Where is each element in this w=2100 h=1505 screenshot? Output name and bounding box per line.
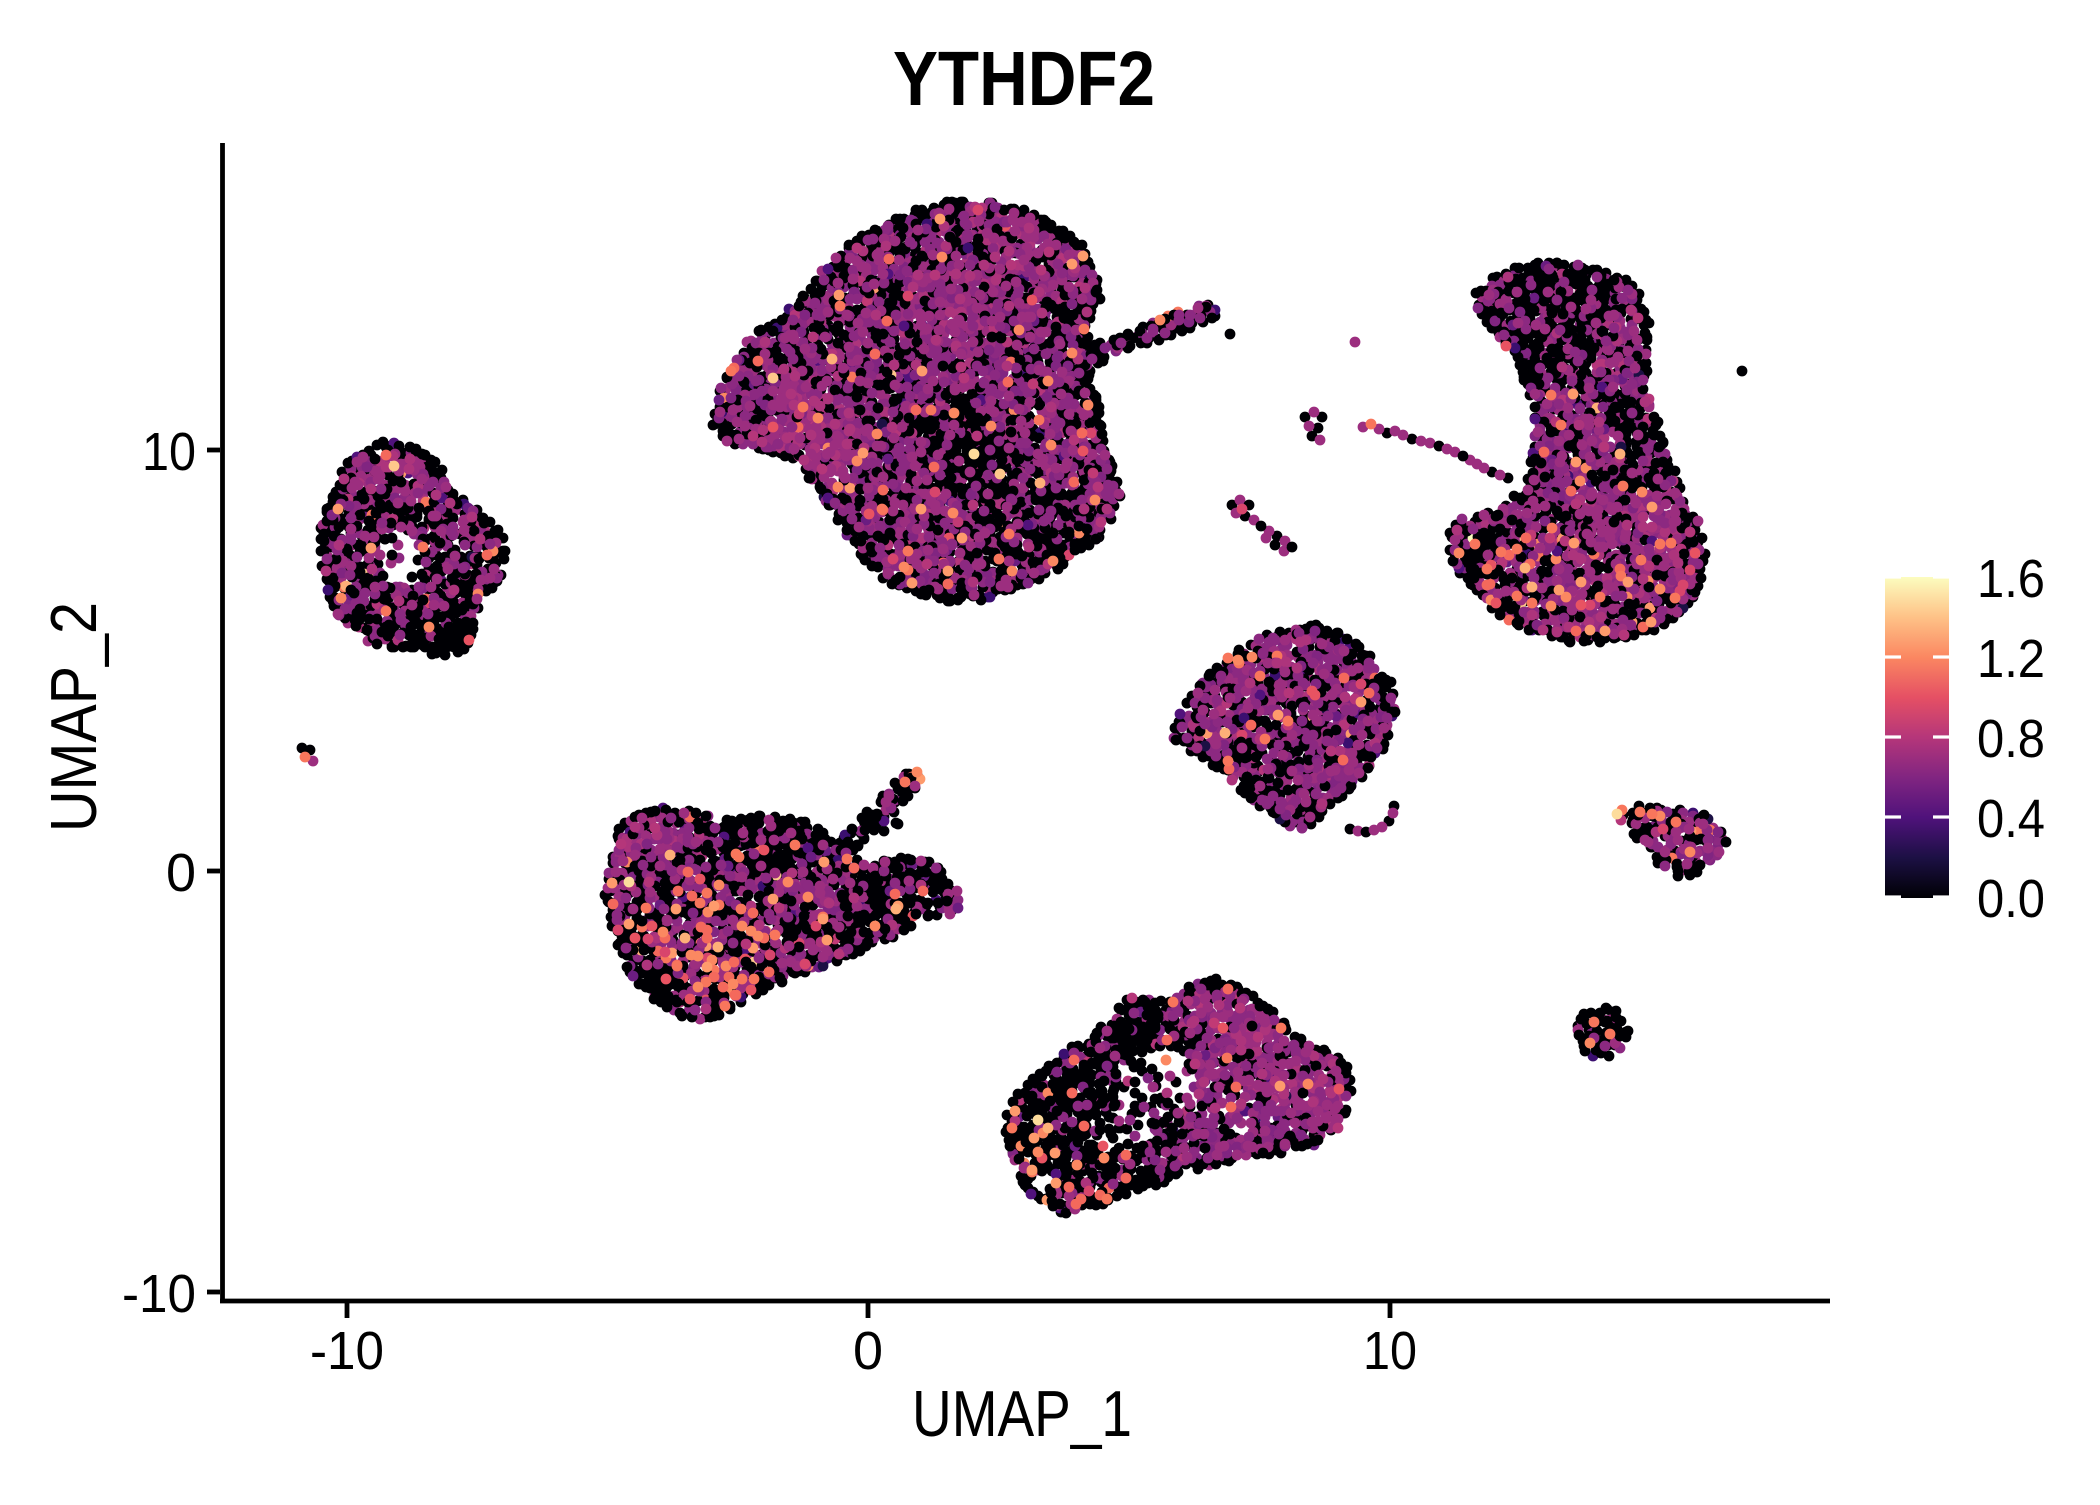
- svg-text:10: 10: [142, 422, 196, 482]
- svg-text:YTHDF2: YTHDF2: [893, 36, 1155, 122]
- svg-text:-10: -10: [310, 1321, 384, 1381]
- svg-text:UMAP_2: UMAP_2: [37, 602, 110, 832]
- svg-text:0.8: 0.8: [1977, 709, 2045, 769]
- svg-text:0.4: 0.4: [1977, 789, 2045, 849]
- svg-text:0.0: 0.0: [1977, 869, 2045, 929]
- svg-text:UMAP_1: UMAP_1: [912, 1377, 1132, 1450]
- svg-text:0: 0: [853, 1321, 883, 1381]
- svg-text:1.2: 1.2: [1977, 629, 2045, 689]
- svg-text:10: 10: [1363, 1321, 1417, 1381]
- svg-text:1.6: 1.6: [1977, 549, 2045, 609]
- svg-text:0: 0: [166, 843, 196, 903]
- svg-text:-10: -10: [122, 1264, 196, 1324]
